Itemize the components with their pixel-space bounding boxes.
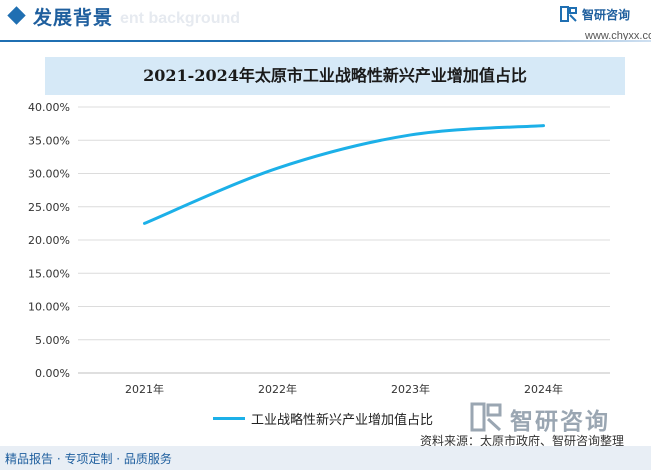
logo-name: 智研咨询: [582, 8, 631, 22]
series-line: [143, 124, 545, 225]
y-tick-label: 25.00%: [28, 201, 70, 214]
brand-logo: 智研咨询: [560, 6, 630, 26]
y-tick-label: 30.00%: [28, 168, 70, 181]
chart-gridlines: [78, 106, 610, 374]
logo-url: www.chyxx.com: [585, 30, 651, 42]
report-header: 发展背景 ent background 智研咨询 www.chyxx.com: [0, 0, 651, 42]
y-tick-label: 15.00%: [28, 267, 70, 280]
y-axis: 0.00% 5.00% 10.00% 15.00% 20.00% 25.00% 30.00%…: [28, 101, 70, 380]
footer-band: 精品报告 · 专项定制 · 品质服务: [0, 446, 651, 470]
x-axis: 2021年 2022年 2023年 2024年: [125, 382, 563, 396]
chart-title: 2021-2024年太原市工业战略性新兴产业增加值占比: [143, 66, 527, 85]
header-divider: [0, 40, 651, 42]
logo-icon: [560, 6, 577, 22]
legend-label: 工业战略性新兴产业增加值占比: [251, 413, 434, 428]
y-tick-label: 5.00%: [35, 334, 70, 347]
y-tick-label: 20.00%: [28, 234, 70, 247]
chart-title-band: 2021-2024年太原市工业战略性新兴产业增加值占比: [45, 57, 625, 95]
y-tick-label: 10.00%: [28, 301, 70, 314]
x-tick-label: 2023年: [391, 382, 430, 396]
chart-series: [143, 124, 545, 225]
section-title: 发展背景: [33, 7, 114, 29]
legend-swatch: [213, 417, 245, 420]
x-tick-label: 2021年: [125, 382, 164, 396]
data-source: 资料来源：太原市政府、智研咨询整理: [420, 434, 625, 448]
section-subtitle: ent background: [120, 10, 241, 27]
watermark-icon: [470, 402, 502, 432]
x-tick-label: 2022年: [258, 382, 297, 396]
watermark-logo: 智研咨询: [470, 402, 608, 436]
y-tick-label: 35.00%: [28, 134, 70, 147]
footer-tagline: 精品报告 · 专项定制 · 品质服务: [5, 452, 172, 466]
watermark-text: 智研咨询: [510, 409, 610, 435]
x-tick-label: 2024年: [524, 382, 563, 396]
y-tick-label: 0.00%: [35, 367, 70, 380]
y-tick-label: 40.00%: [28, 101, 70, 114]
